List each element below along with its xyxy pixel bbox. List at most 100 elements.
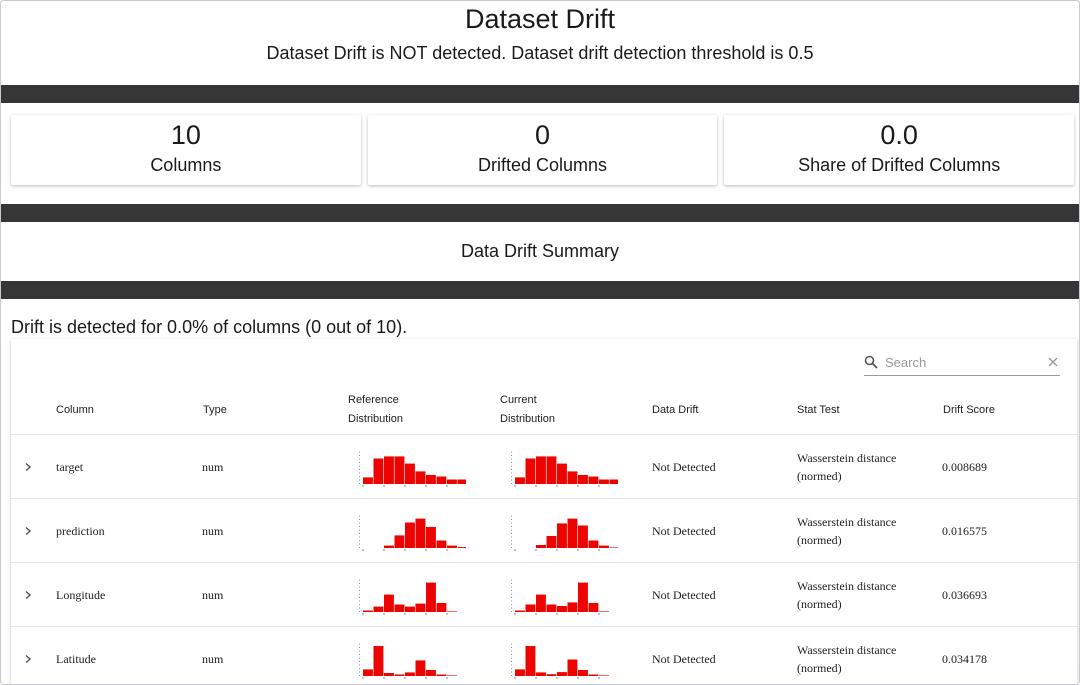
header-current-line2: Distribution — [500, 413, 556, 425]
histogram-bar — [426, 582, 436, 612]
histogram-bar — [546, 604, 557, 612]
stat-test-line2: (normed) — [797, 597, 842, 611]
cell-drift-score: 0.008689 — [942, 459, 987, 474]
table-row[interactable]: prediction num Not Detected Wasserstein … — [11, 499, 1077, 563]
search-icon — [864, 355, 878, 369]
drift-summary-message: Drift is detected for 0.0% of columns (0… — [11, 317, 408, 337]
histogram-bar — [405, 463, 415, 484]
stat-test-line2: (normed) — [797, 533, 842, 547]
counter-drifted-columns: 0 Drifted Columns — [367, 115, 718, 185]
histogram-bar — [588, 603, 599, 612]
histogram-bar — [567, 602, 578, 612]
close-icon[interactable] — [1046, 355, 1060, 369]
histogram-bar — [525, 604, 536, 612]
counters-row: 10 Columns 0 Drifted Columns 0.0 Share o… — [1, 103, 1079, 204]
cell-column: prediction — [56, 523, 105, 538]
histogram-bar — [394, 456, 405, 484]
stat-test-line2: (normed) — [797, 469, 842, 483]
section-title: Data Drift Summary — [460, 241, 620, 261]
current-histogram — [511, 643, 609, 679]
histogram-bar — [394, 674, 405, 676]
histogram-bar — [394, 604, 405, 612]
histogram-bar — [609, 479, 618, 484]
histogram-bar — [515, 669, 525, 676]
header-current-line1: Current — [500, 394, 537, 406]
reference-histogram — [359, 643, 457, 679]
histogram-bar — [578, 670, 588, 676]
histogram-bar — [426, 527, 436, 548]
histogram-bar — [525, 646, 536, 676]
histogram-bar — [384, 545, 394, 548]
dataset-drift-status: Dataset Drift is NOT detected. Dataset d… — [266, 43, 814, 63]
histogram-bar — [536, 594, 546, 612]
histogram-bar — [588, 674, 599, 676]
table-row[interactable]: Longitude num Not Detected Wasserstein d… — [11, 563, 1077, 627]
cell-data-drift: Not Detected — [652, 459, 716, 474]
current-histogram — [511, 451, 618, 487]
header-stat-test[interactable]: Stat Test — [797, 404, 840, 416]
histogram-bar — [525, 458, 536, 484]
histogram-bar — [436, 476, 447, 484]
section-divider — [1, 281, 1079, 299]
counter-label: Columns — [150, 155, 222, 175]
header-drift-score[interactable]: Drift Score — [943, 404, 995, 416]
histogram-bar — [436, 603, 447, 612]
histogram-bar — [599, 611, 609, 612]
table-row[interactable]: target num Not Detected Wasserstein dist… — [11, 435, 1077, 499]
histogram-bar — [515, 477, 525, 484]
header-type[interactable]: Type — [203, 404, 227, 416]
stat-test-line2: (normed) — [797, 661, 842, 675]
cell-data-drift: Not Detected — [652, 523, 716, 538]
histogram-bar — [447, 479, 457, 484]
counter-label: Drifted Columns — [477, 155, 608, 175]
histogram-bar — [363, 477, 373, 484]
header-reference-distribution: Reference Distribution — [348, 391, 403, 429]
header-reference-line2: Distribution — [348, 413, 404, 425]
histogram-bar — [436, 540, 447, 548]
histogram-bar — [384, 594, 394, 612]
header-data-drift[interactable]: Data Drift — [652, 404, 699, 416]
histogram-bar — [536, 672, 546, 676]
histogram-bar — [536, 456, 546, 484]
counter-label: Share of Drifted Columns — [798, 155, 1001, 175]
histogram-bar — [546, 674, 557, 676]
cell-type: num — [202, 651, 224, 666]
histogram-bar — [373, 606, 384, 612]
histogram-bar — [436, 674, 447, 676]
histogram-bar — [599, 675, 609, 676]
counter-columns: 10 Columns — [11, 115, 361, 185]
histogram-bar — [426, 670, 436, 676]
stat-test-line1: Wasserstein distance — [797, 515, 897, 529]
chevron-right-icon[interactable] — [23, 499, 35, 563]
cell-drift-score: 0.016575 — [942, 523, 987, 538]
cell-drift-score: 0.034178 — [942, 651, 987, 666]
cell-column: Longitude — [56, 587, 106, 602]
histogram-bar — [557, 606, 567, 612]
cell-column: target — [56, 459, 84, 474]
histogram-bar — [415, 660, 426, 676]
search-box — [864, 349, 1060, 376]
chevron-right-icon[interactable] — [23, 435, 35, 499]
counter-value: 0.0 — [880, 120, 918, 150]
histogram-bar — [384, 673, 394, 676]
stat-test-line1: Wasserstein distance — [797, 579, 897, 593]
search-input[interactable] — [885, 354, 1025, 370]
histogram-bar — [546, 456, 557, 484]
table-row[interactable]: Latitude num Not Detected Wasserstein di… — [11, 627, 1077, 684]
histogram-bar — [405, 522, 415, 548]
cell-drift-score: 0.036693 — [942, 587, 987, 602]
histogram-bar — [599, 545, 609, 548]
header-column[interactable]: Column — [56, 404, 94, 416]
counter-value: 10 — [170, 120, 201, 150]
histogram-bar — [447, 545, 457, 548]
histogram-bar — [394, 535, 405, 548]
cell-stat-test: Wasserstein distance (normed) — [797, 435, 927, 499]
chevron-right-icon[interactable] — [23, 627, 35, 684]
histogram-bar — [536, 545, 546, 548]
chevron-right-icon[interactable] — [23, 563, 35, 627]
dataset-drift-header: Dataset Drift Dataset Drift is NOT detec… — [1, 1, 1079, 85]
histogram-bar — [578, 582, 588, 612]
histogram-bar — [609, 547, 618, 548]
histogram-bar — [415, 518, 426, 548]
